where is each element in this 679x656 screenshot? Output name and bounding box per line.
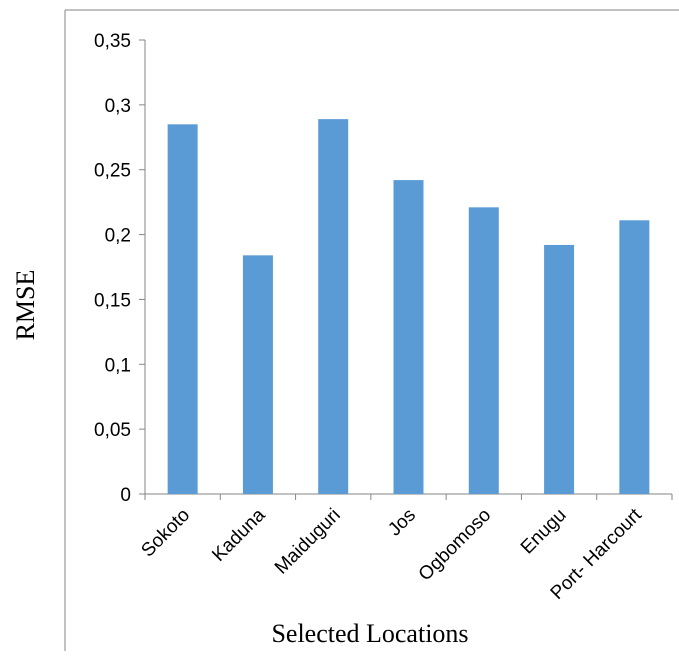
bar	[619, 220, 650, 494]
y-tick-label: 0,25	[94, 161, 131, 182]
y-tick-label: 0,35	[94, 31, 131, 52]
x-axis-title: Selected Locations	[271, 619, 468, 648]
y-axis-title: RMSE	[11, 270, 40, 341]
y-tick-label: 0,05	[94, 420, 131, 441]
x-tick-label: Sokoto	[137, 505, 194, 562]
bar	[318, 119, 349, 494]
y-tick-label: 0	[120, 485, 131, 506]
bar	[167, 124, 198, 495]
y-tick-label: 0,15	[94, 290, 131, 311]
bar	[242, 255, 273, 494]
bar	[468, 207, 499, 494]
bar	[544, 244, 575, 494]
bar	[393, 180, 424, 494]
x-tick-label: Enugu	[517, 505, 571, 559]
x-tick-label: Ogbomoso	[415, 505, 496, 586]
y-tick-label: 0,2	[105, 226, 131, 247]
y-tick-label: 0,3	[105, 96, 131, 117]
x-tick-label: Kaduna	[208, 504, 269, 565]
plot-area: 0 0,05 0,1 0,15 0,2 0,25 0,3 0,35 Sokoto Kaduna Ma…	[94, 31, 673, 604]
x-tick-label: Jos	[384, 505, 420, 541]
x-tick-label: Maiduguri	[271, 505, 345, 579]
y-tick-label: 0,1	[105, 355, 131, 376]
